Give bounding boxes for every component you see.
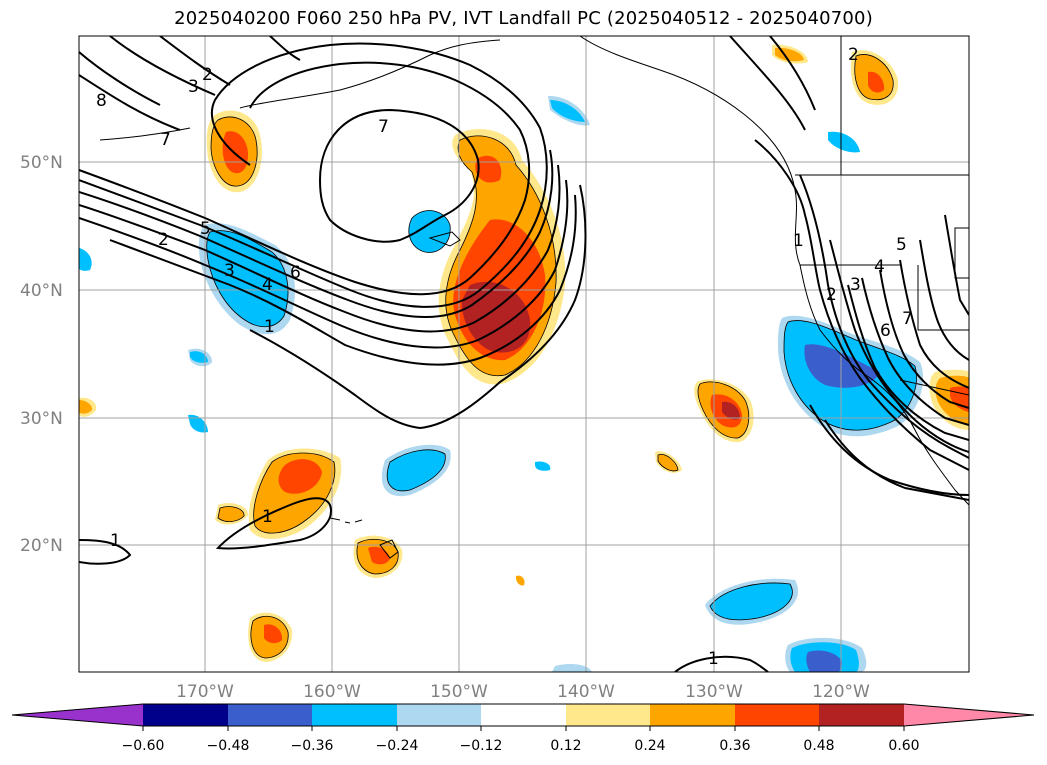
colorbar-tick-label: 0.48: [803, 738, 834, 754]
contour-label: 3: [224, 261, 235, 281]
colorbar-cell: [143, 704, 228, 726]
contour-label: 3: [188, 77, 199, 97]
map-plot-area: 8 3 2 7 7 2 5 3 4 6 1 1 1 1 2 3 4 5 6 7 …: [79, 36, 969, 672]
contour-label: 5: [200, 219, 211, 239]
colorbar-tick-label: 0.60: [888, 738, 919, 754]
colorbar-tick-label: −0.60: [122, 738, 165, 754]
pv-contour: [249, 184, 587, 430]
lon-label: 160°W: [303, 682, 361, 702]
colorbar-cell: [650, 704, 735, 726]
colorbar-cell: [312, 704, 397, 726]
lon-label: 150°W: [430, 682, 488, 702]
pv-contour: [754, 139, 969, 471]
pv-contour: [79, 149, 554, 319]
colorbar-tick-label: 0.24: [634, 738, 665, 754]
contour-label: 2: [158, 230, 169, 250]
north-america-coast: [579, 36, 969, 506]
coastlines: [99, 36, 969, 559]
pv-contour: [809, 404, 969, 496]
colorbar-cell: [819, 704, 904, 726]
pv-contour: [269, 36, 301, 61]
pv-contour-closed-low: [318, 108, 480, 243]
lat-label: 40°N: [20, 281, 63, 301]
negative-anomaly-gulf-alaska: [550, 100, 585, 122]
lon-label: 120°W: [812, 682, 870, 702]
pv-contour: [215, 497, 332, 550]
contour-label: 7: [378, 117, 389, 137]
pv-contour: [824, 419, 969, 501]
contour-label: 2: [848, 45, 859, 65]
latitude-labels: 50°N 40°N 30°N 20°N: [20, 153, 63, 556]
pv-contour: [79, 61, 531, 296]
pv-contour: [79, 164, 561, 333]
pv-contour: [847, 284, 969, 441]
contour-label: 1: [708, 649, 719, 669]
pv-contour: [109, 36, 216, 96]
colorbar: −0.60 −0.48 −0.36 −0.24 −0.12 0.12 0.24 …: [11, 703, 1035, 754]
contour-label: 1: [264, 317, 275, 337]
map-frame: [78, 35, 970, 673]
lat-label: 50°N: [20, 153, 63, 173]
contour-label: 6: [880, 321, 891, 341]
pv-contour: [729, 36, 806, 131]
contour-label: 7: [160, 130, 171, 150]
contour-label: 1: [793, 231, 804, 251]
colorbar-cell: [566, 704, 650, 726]
contour-label: 4: [262, 275, 273, 295]
pv-contour: [799, 174, 969, 459]
pv-contour: [109, 194, 577, 366]
colorbar-cell: [12, 704, 143, 726]
longitude-labels: 170°W 160°W 150°W 140°W 130°W 120°W: [176, 682, 870, 702]
lat-label: 20°N: [20, 536, 63, 556]
colorbar-cell: [228, 704, 312, 726]
lon-label: 170°W: [176, 682, 234, 702]
contour-label: 8: [96, 91, 107, 111]
colorbar-tick-label: 0.12: [550, 738, 581, 754]
pv-contour: [674, 655, 769, 672]
pv-contour: [829, 239, 969, 453]
contour-label: 7: [902, 309, 913, 329]
pv-contour: [79, 51, 161, 106]
pv-contour: [919, 239, 969, 361]
contour-label: 1: [262, 507, 273, 527]
pv-contour: [769, 36, 816, 111]
pv-contour: [861, 277, 969, 426]
colorbar-tick-label: 0.36: [719, 738, 750, 754]
negative-anomaly-west-edge: [79, 248, 92, 271]
colorbar-cell: [735, 704, 819, 726]
colorbar-cell: [904, 704, 1034, 726]
contour-label: 2: [826, 285, 837, 305]
pv-contour: [79, 539, 132, 565]
colorbar-cell: [397, 704, 481, 726]
colorbar-tick-label: −0.36: [291, 738, 334, 754]
pv-contour: [159, 36, 231, 86]
lon-label: 130°W: [685, 682, 743, 702]
colorbar-tick-label: −0.12: [460, 738, 503, 754]
contour-label: 3: [850, 275, 861, 295]
colorbar-tick-label: −0.24: [376, 738, 419, 754]
contour-label: 4: [874, 257, 885, 277]
pv-contour: [79, 74, 181, 131]
chart-title: 2025040200 F060 250 hPa PV, IVT Landfall…: [174, 8, 873, 29]
contour-label: 1: [110, 531, 121, 551]
pv-contour: [879, 269, 969, 409]
colorbar-cell: [481, 704, 566, 726]
lon-label: 140°W: [557, 682, 615, 702]
contour-labels: 8 3 2 7 7 2 5 3 4 6 1 1 1 1 2 3 4 5 6 7 …: [96, 45, 913, 669]
alaska-islands: [239, 39, 501, 109]
pv-contour: [79, 179, 569, 349]
contour-label: 6: [290, 263, 301, 283]
pv-contour: [899, 259, 969, 389]
pv-contours: [79, 36, 969, 672]
contour-label: 5: [896, 235, 907, 255]
contour-label: 2: [202, 65, 213, 85]
pv-contour: [944, 214, 969, 316]
pv-contour: [79, 42, 548, 308]
colorbar-tick-label: −0.48: [207, 738, 250, 754]
lat-label: 30°N: [20, 409, 63, 429]
